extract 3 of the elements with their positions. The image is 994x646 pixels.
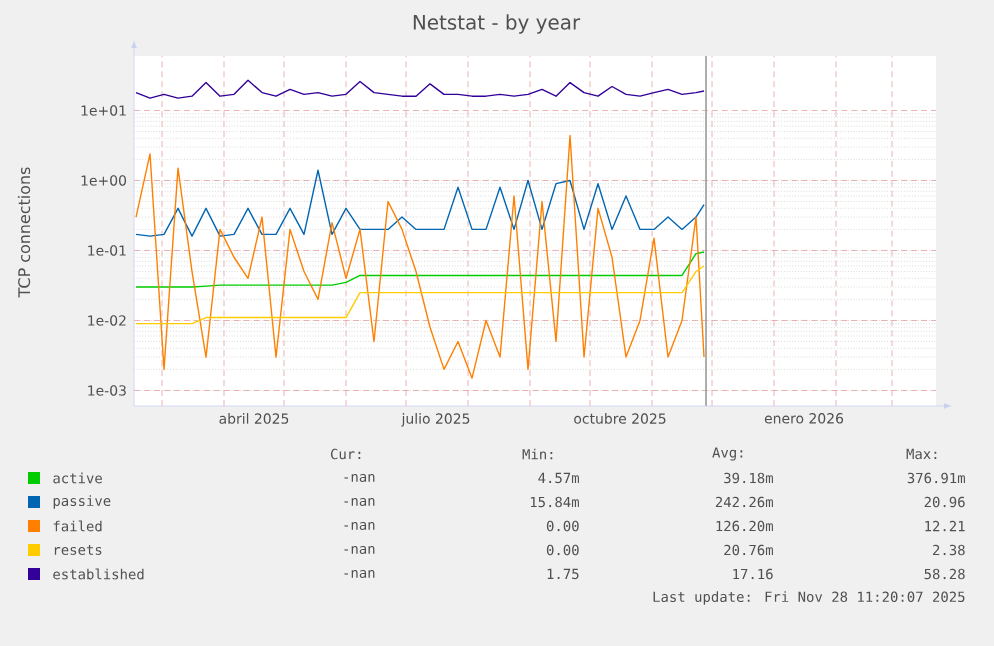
chart-title: Netstat - by year [413,14,581,34]
line-series [135,134,705,379]
line-series [135,79,705,99]
